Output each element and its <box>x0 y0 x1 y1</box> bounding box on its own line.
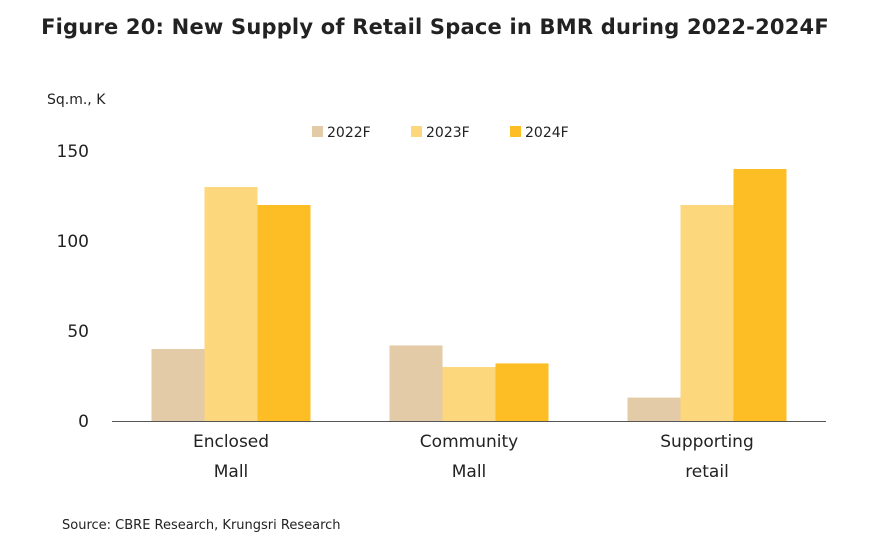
y-tick-label: 0 <box>78 412 89 432</box>
source-note: Source: CBRE Research, Krungsri Research <box>62 518 341 533</box>
bar-chart: Sq.m., K 0 50 100 150 Enclosed Mall Community Ma… <box>47 92 826 482</box>
legend-swatch-2022f <box>312 126 323 137</box>
bar-2023f-0 <box>204 187 258 421</box>
x-category-label: Community <box>420 432 518 452</box>
bar-2024f-2 <box>733 169 787 421</box>
chart-title: Figure 20: New Supply of Retail Space in… <box>41 15 829 39</box>
bar-2024f-1 <box>495 363 549 421</box>
x-category-label: Mall <box>214 462 249 482</box>
x-category-label: Enclosed <box>193 432 269 452</box>
bar-2023f-1 <box>442 367 496 421</box>
legend-label-2024f: 2024F <box>525 125 569 141</box>
x-category-label: retail <box>685 462 729 482</box>
x-category-label: Supporting <box>660 432 754 452</box>
legend-swatch-2023f <box>411 126 422 137</box>
y-tick-label: 150 <box>57 142 89 162</box>
bar-2023f-2 <box>680 205 734 421</box>
y-axis-unit-label: Sq.m., K <box>47 92 106 108</box>
y-tick-label: 50 <box>67 322 89 342</box>
legend-swatch-2024f <box>510 126 521 137</box>
bar-2022f-2 <box>627 397 681 421</box>
y-tick-label: 100 <box>57 232 89 252</box>
bar-2022f-1 <box>389 345 443 421</box>
legend-label-2022f: 2022F <box>327 125 371 141</box>
x-category-label: Mall <box>452 462 487 482</box>
legend-label-2023f: 2023F <box>426 125 470 141</box>
bar-2022f-0 <box>151 349 205 421</box>
bar-2024f-0 <box>257 205 311 421</box>
